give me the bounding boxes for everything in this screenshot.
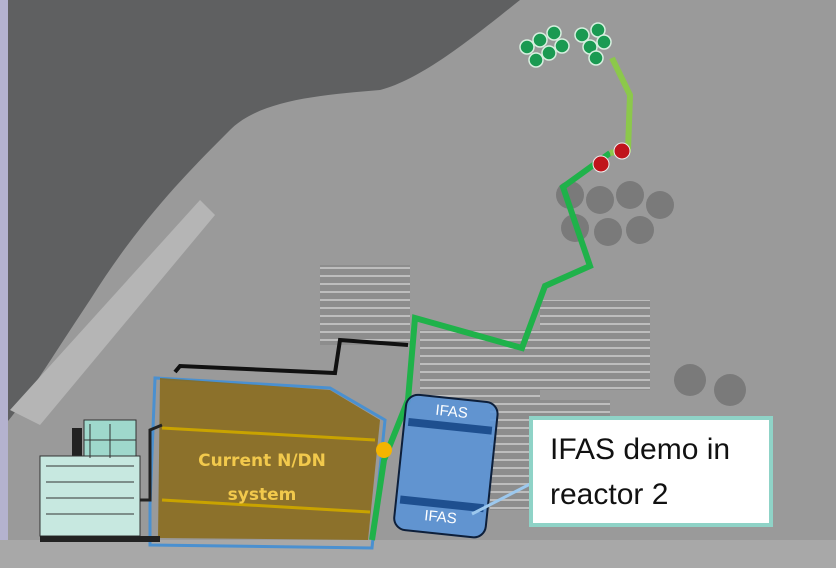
tanks — [540, 300, 650, 390]
red-marker — [614, 143, 630, 159]
tanks — [320, 265, 410, 345]
system-label: system — [228, 485, 297, 505]
road — [0, 540, 836, 568]
red-marker — [593, 156, 609, 172]
orange-marker — [376, 442, 392, 458]
ifas-reactor: IFAS IFAS — [393, 394, 499, 539]
callout-text: reactor 2 — [550, 478, 668, 511]
aerial-map: Current N/DN system IFAS IFAS IFAS demo … — [0, 0, 836, 568]
ifas-label: IFAS — [435, 402, 469, 422]
callout-text: IFAS demo in — [550, 433, 730, 466]
ifas-label: IFAS — [423, 507, 457, 527]
system-label: Current N/DN — [198, 451, 326, 471]
edge-strip — [0, 0, 8, 568]
